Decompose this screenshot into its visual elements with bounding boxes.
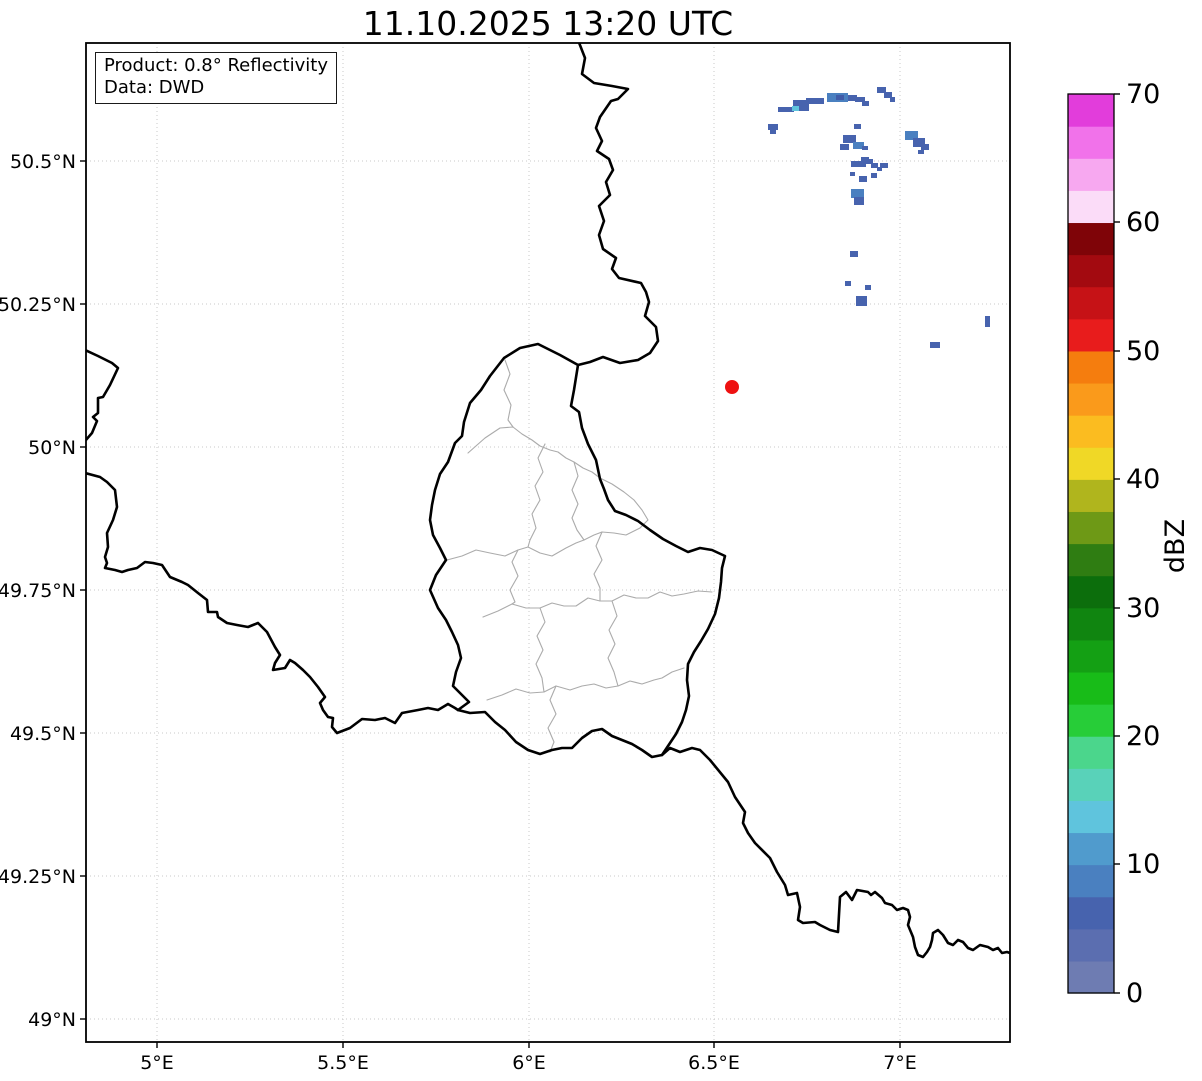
x-tick-label: 5.5°E — [317, 1052, 369, 1074]
colorbar-tick-label: 70 — [1126, 79, 1160, 110]
radar-site-marker — [725, 380, 739, 394]
country-borders — [86, 43, 1010, 959]
x-tick-label: 5°E — [140, 1052, 174, 1074]
y-tick-label: 49.25°N — [0, 866, 76, 888]
x-tick-label: 6°E — [512, 1052, 546, 1074]
product-line: Product: 0.8° Reflectivity — [104, 55, 328, 76]
colorbar-tick-label: 60 — [1126, 207, 1160, 238]
colorbar-tick-label: 10 — [1126, 849, 1160, 880]
x-tick-label: 6.5°E — [688, 1052, 740, 1074]
y-tick-label: 49.5°N — [10, 723, 76, 745]
canton-borders — [446, 359, 713, 753]
data-source-line: Data: DWD — [104, 77, 205, 98]
colorbar-tick-label: 0 — [1126, 978, 1143, 1009]
y-tick-label: 49°N — [28, 1009, 76, 1031]
y-tick-label: 49.75°N — [0, 580, 76, 602]
colorbar-tick-label: 50 — [1126, 336, 1160, 367]
radar-echoes — [768, 87, 990, 348]
x-tick-label: 7°E — [883, 1052, 917, 1074]
y-tick-label: 50°N — [28, 437, 76, 459]
colorbar: 0 10 20 30 40 50 60 70 — [1067, 79, 1160, 1009]
axis-ticks-and-labels: 5°E 5.5°E 6°E 6.5°E 7°E 50.5°N 50.25°N 50°N 49.7… — [0, 151, 917, 1074]
y-tick-label: 50.5°N — [10, 151, 76, 173]
product-info-box: Product: 0.8° Reflectivity Data: DWD — [95, 52, 337, 104]
colorbar-tick-label: 40 — [1126, 464, 1160, 495]
colorbar-tick-label: 20 — [1126, 721, 1160, 752]
gridlines — [86, 43, 1010, 1042]
figure-title: 11.10.2025 13:20 UTC — [362, 4, 734, 43]
colorbar-tick-label: 30 — [1126, 593, 1160, 624]
map-frame — [85, 42, 1011, 1043]
y-tick-label: 50.25°N — [0, 294, 76, 316]
colorbar-unit-label: dBZ — [1160, 518, 1191, 574]
